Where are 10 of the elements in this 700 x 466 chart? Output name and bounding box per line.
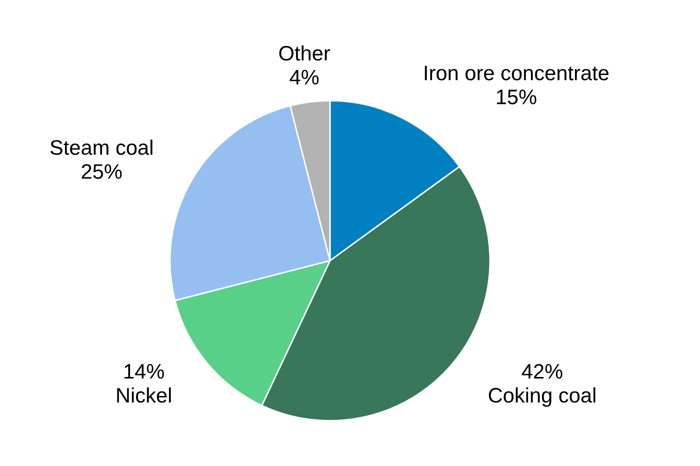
slice-label: Other xyxy=(279,45,330,61)
data-label: 25% xyxy=(82,164,122,179)
data-label: 4% xyxy=(290,70,319,85)
data-label: 14% xyxy=(124,364,164,379)
data-label: 15% xyxy=(496,90,536,104)
slice-label: Nickel xyxy=(117,387,171,403)
slice-label: Iron ore concentrate xyxy=(424,66,609,80)
slice-label: Coking coal xyxy=(488,387,596,407)
slice-label: Steam coal xyxy=(50,140,152,155)
data-label: 42% xyxy=(522,364,562,379)
